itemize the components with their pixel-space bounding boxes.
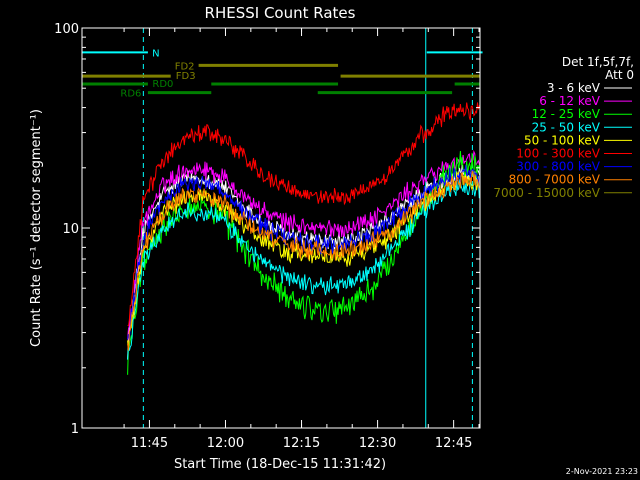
legend-entry-label: 12 - 25 keV xyxy=(532,107,601,121)
footer-timestamp: 2-Nov-2021 23:23 xyxy=(566,467,638,476)
state-bar-label-n: N xyxy=(152,48,159,59)
series-line-6-12-kev xyxy=(127,149,481,340)
legend-entry-label: 50 - 100 keV xyxy=(524,133,601,147)
x-tick-label: 12:45 xyxy=(435,436,472,451)
series-line-100-300-kev xyxy=(127,102,481,327)
x-axis-label: Start Time (18-Dec-15 11:31:42) xyxy=(174,457,386,472)
series-layer xyxy=(127,102,481,375)
series-line-25-50-kev xyxy=(127,177,481,360)
x-tick-label: 11:45 xyxy=(131,436,168,451)
y-tick-label: 1 xyxy=(71,422,79,437)
legend-entry-label: 6 - 12 keV xyxy=(539,94,601,108)
legend-header-line: Det 1f,5f,7f, xyxy=(562,55,634,69)
y-axis-label: Count Rate (s⁻¹ detector segment⁻¹) xyxy=(29,109,44,347)
chart-title: RHESSI Count Rates xyxy=(205,4,356,22)
legend-entry-label: 7000 - 15000 keV xyxy=(493,186,600,200)
series-line-800-7000-kev xyxy=(127,170,481,351)
series-line-300-800-kev xyxy=(127,164,481,341)
y-tick-label: 100 xyxy=(54,22,79,37)
axes-layer: 11:45 12:00 12:15 12:30 12:45 1 10 100 xyxy=(54,22,481,451)
legend-entry-label: 300 - 800 keV xyxy=(516,160,600,174)
state-bar-label-fd3: FD3 xyxy=(176,71,196,82)
state-bar-label-rd6: RD6 xyxy=(120,89,141,100)
legend-entry-label: 25 - 50 keV xyxy=(532,120,601,134)
legend-entry-label: 800 - 7000 keV xyxy=(509,173,601,187)
x-tick-label: 12:00 xyxy=(207,436,244,451)
legend-entry-label: 3 - 6 keV xyxy=(547,81,601,95)
legend-entry-label: 100 - 300 keV xyxy=(516,147,600,161)
state-bar-label-rd0: RD0 xyxy=(152,79,173,90)
x-tick-label: 12:30 xyxy=(359,436,396,451)
state-bar-label-fd2: FD2 xyxy=(175,61,195,72)
x-tick-label: 12:15 xyxy=(283,436,320,451)
legend-header-line: Att 0 xyxy=(605,68,634,82)
y-tick-label: 10 xyxy=(62,222,79,237)
